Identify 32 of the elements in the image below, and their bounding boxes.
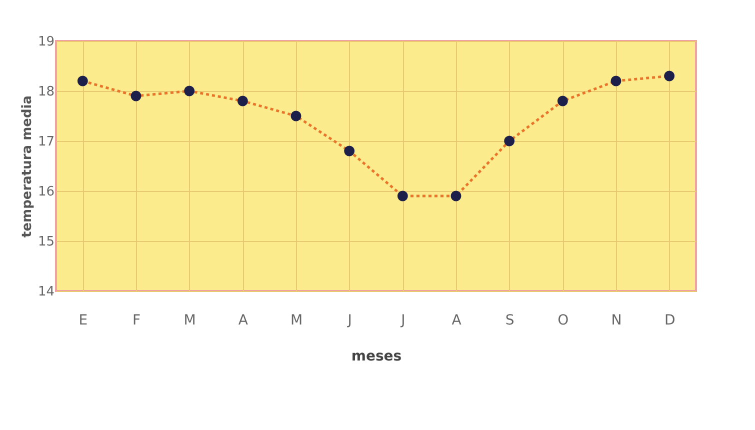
point: [77, 76, 88, 86]
point: [130, 90, 142, 102]
x-axis-title: meses: [351, 348, 402, 364]
y-axis-title: temperatura media: [20, 96, 35, 238]
x-tick-label: J: [346, 312, 352, 328]
x-tick-label: A: [452, 312, 462, 328]
x-tick-label: D: [664, 312, 676, 328]
point: [290, 110, 302, 122]
y-tick-label: 15: [38, 234, 54, 250]
x-tick-label: M: [184, 312, 196, 328]
point: [450, 190, 462, 202]
x-tick-label: S: [505, 312, 514, 328]
x-tick-label: A: [238, 312, 248, 328]
point: [184, 86, 195, 96]
y-tick-label: 17: [38, 134, 54, 150]
x-tick-label: J: [400, 312, 406, 328]
point: [664, 70, 675, 82]
y-tick-label: 19: [38, 34, 54, 50]
point: [237, 96, 248, 106]
point: [610, 76, 622, 86]
x-tick-label: O: [558, 312, 569, 328]
x-tick-label: N: [611, 312, 622, 328]
x-tick-label: M: [290, 312, 303, 328]
x-tick-label: E: [78, 312, 88, 328]
point: [557, 96, 568, 106]
point: [344, 146, 355, 156]
point: [504, 136, 515, 146]
point: [397, 190, 408, 202]
y-tick-label: 14: [38, 284, 54, 300]
y-tick-label: 16: [38, 184, 54, 200]
x-tick-label: F: [132, 312, 141, 328]
y-tick-label: 18: [38, 84, 54, 100]
